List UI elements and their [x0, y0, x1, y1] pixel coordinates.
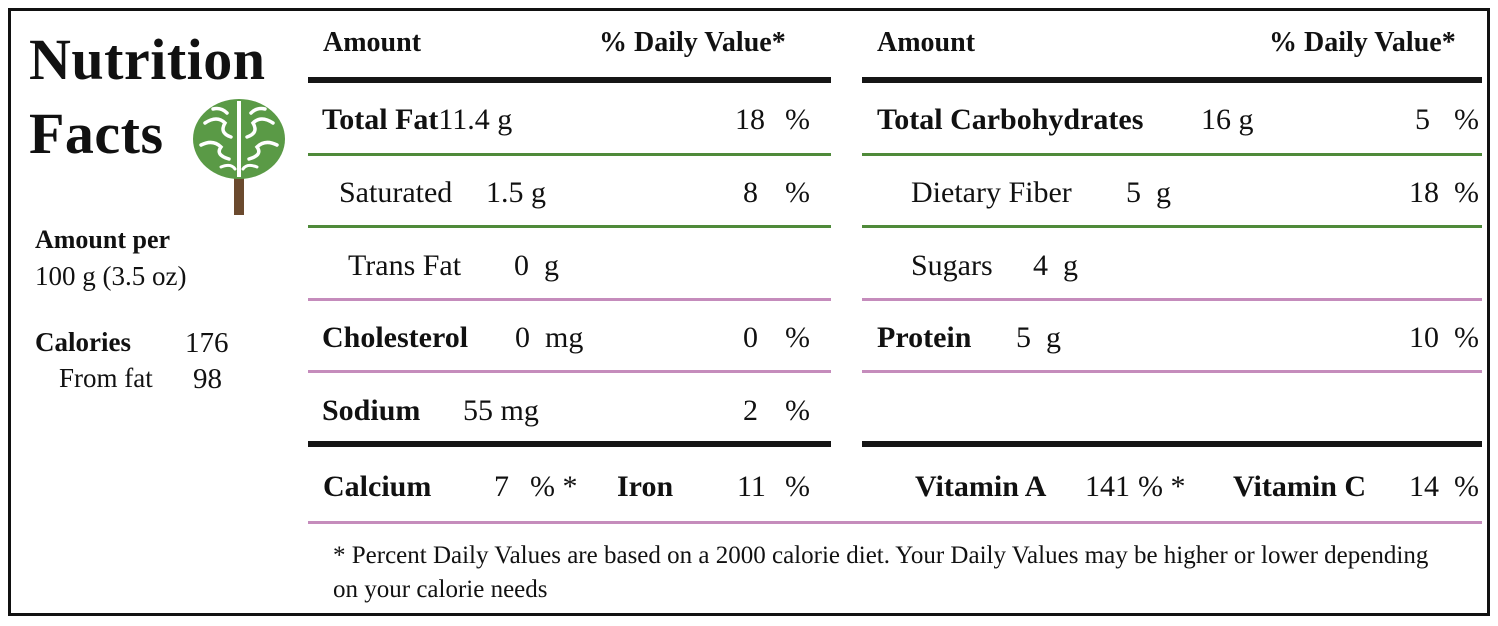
cholesterol-amount: 0 mg [515, 321, 584, 354]
trans-fat-amount: 0 g [514, 249, 559, 282]
sodium-amount: 55 mg [463, 394, 539, 427]
protein-label: Protein [877, 321, 972, 354]
vitamins-divider [308, 521, 1482, 524]
iron-value: 11 [737, 470, 766, 503]
row-divider [308, 370, 831, 373]
right-header-amount: Amount [877, 27, 976, 58]
saturated-label: Saturated [339, 176, 453, 209]
calcium-pct: % * [530, 470, 578, 503]
sodium-dv: 2 [743, 394, 758, 427]
calories-label: Calories [35, 327, 131, 357]
right-header-dv: % Daily Value* [1269, 27, 1456, 58]
saturated-pct: % [785, 176, 810, 209]
total-fat-label: Total Fat [322, 103, 439, 136]
right-section-rule [862, 441, 1482, 447]
row-divider [862, 225, 1482, 228]
dietary-fiber-amount: 5 g [1126, 176, 1171, 209]
protein-pct: % [1454, 321, 1479, 354]
left-row-total-fat: Total Fat11.4 g [322, 103, 512, 137]
total-carbs-amount: 16 g [1201, 103, 1254, 136]
left-header-dv: % Daily Value* [599, 27, 786, 58]
label-title-line1: Nutrition [29, 27, 266, 92]
saturated-dv: 8 [743, 176, 758, 209]
row-divider [862, 153, 1482, 156]
serving-size: 100 g (3.5 oz) [35, 261, 187, 291]
sodium-pct: % [785, 394, 810, 427]
dietary-fiber-pct: % [1454, 176, 1479, 209]
calcium-label: Calcium [323, 470, 432, 503]
saturated-amount: 1.5 g [486, 176, 546, 209]
calcium-value: 7 [494, 470, 509, 503]
protein-amount: 5 g [1016, 321, 1061, 354]
total-fat-pct: % [785, 103, 810, 136]
protein-dv: 10 [1409, 321, 1439, 354]
vitamin-c-label: Vitamin C [1233, 470, 1367, 503]
nutrition-label: Nutrition Facts Amount per 100 g (3.5 oz… [8, 8, 1490, 616]
left-section-rule [308, 441, 831, 447]
daily-value-footnote: * Percent Daily Values are based on a 20… [333, 542, 1429, 603]
vitamin-c-value: 14 [1409, 470, 1439, 503]
right-header-rule [862, 77, 1482, 83]
vitamin-a-value: 141 [1085, 470, 1130, 503]
iron-label: Iron [617, 470, 674, 503]
left-header-rule [308, 77, 831, 83]
total-carbs-label: Total Carbohydrates [877, 103, 1144, 136]
vitamin-a-pct: % * [1138, 470, 1186, 503]
row-divider [308, 225, 831, 228]
dietary-fiber-dv: 18 [1409, 176, 1439, 209]
total-fat-amount: 11.4 g [438, 103, 513, 136]
row-divider [862, 370, 1482, 373]
row-divider [308, 153, 831, 156]
total-fat-dv: 18 [735, 103, 765, 136]
calories-from-fat-label: From fat [59, 363, 153, 393]
sugars-label: Sugars [911, 249, 993, 282]
total-carbs-dv: 5 [1415, 103, 1430, 136]
row-divider [308, 298, 831, 301]
vitamin-a-label: Vitamin A [915, 470, 1047, 503]
sugars-amount: 4 g [1033, 249, 1078, 282]
total-carbs-pct: % [1454, 103, 1479, 136]
iron-pct: % [785, 470, 810, 503]
dietary-fiber-label: Dietary Fiber [911, 176, 1072, 209]
left-header-amount: Amount [323, 27, 422, 58]
cholesterol-pct: % [785, 321, 810, 354]
vitamin-c-pct: % [1454, 470, 1479, 503]
trans-fat-label: Trans Fat [348, 249, 462, 282]
serving-label: Amount per [35, 225, 171, 254]
calories-from-fat-value: 98 [193, 363, 222, 395]
calories-value: 176 [185, 327, 229, 359]
label-title-line2: Facts [29, 101, 164, 166]
tree-brain-icon [193, 99, 285, 215]
sodium-label: Sodium [322, 394, 421, 427]
cholesterol-label: Cholesterol [322, 321, 469, 354]
row-divider [862, 298, 1482, 301]
cholesterol-dv: 0 [743, 321, 758, 354]
